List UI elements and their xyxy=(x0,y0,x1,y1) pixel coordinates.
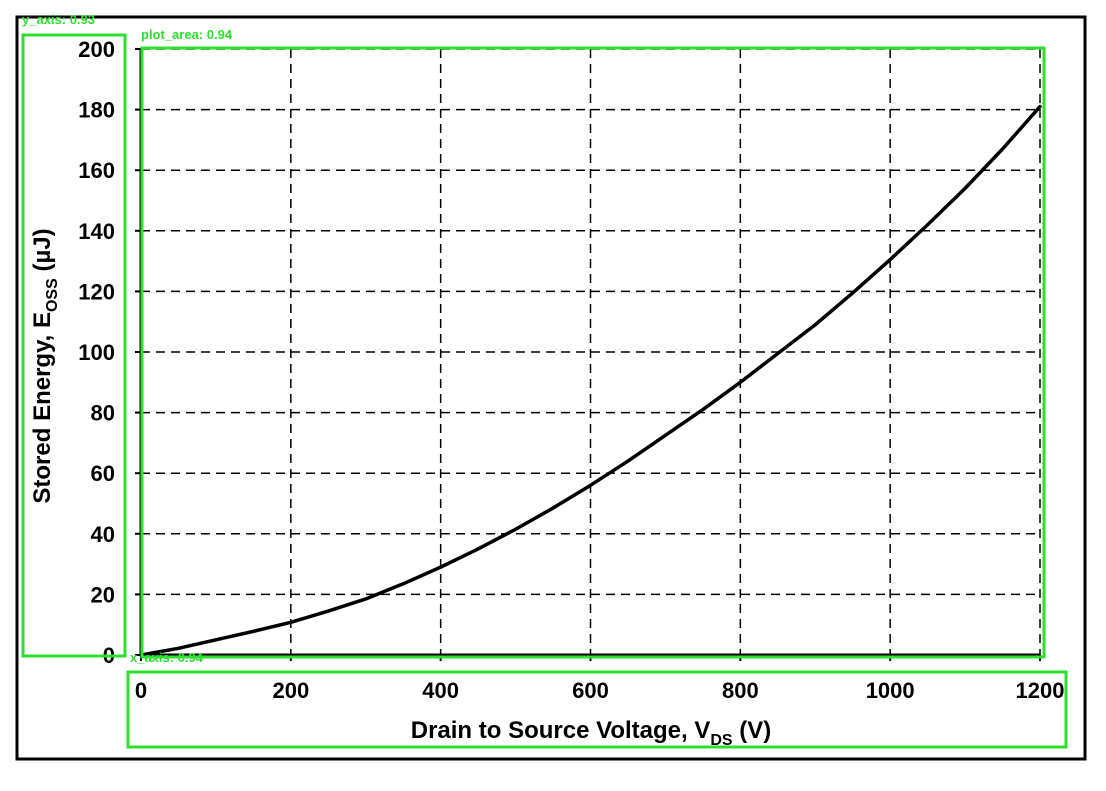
y-axis-box-label: y_axis: 0.93 xyxy=(22,12,95,27)
axes xyxy=(135,48,1041,661)
series-layer xyxy=(139,104,1042,657)
x-tick-label: 200 xyxy=(272,678,309,703)
x-axis-box xyxy=(126,670,1068,749)
plot-area-box-label: plot_area: 0.94 xyxy=(141,27,233,42)
x-tick-label: 0 xyxy=(135,678,147,703)
chart-frame xyxy=(15,15,1087,761)
detection-overlay: y_axis: 0.93 plot_area: 0.94 x_axis: 0.9… xyxy=(21,12,1068,749)
x-tick-label: 600 xyxy=(572,678,609,703)
y-axis-title: Stored Energy, EOSS (µJ) xyxy=(29,228,61,503)
x-tick-label: 800 xyxy=(722,678,759,703)
y-tick-label: 60 xyxy=(91,461,115,486)
y-tick-label: 80 xyxy=(91,401,115,426)
x-axis-title: Drain to Source Voltage, VDS (V) xyxy=(411,717,772,749)
plot-area-box xyxy=(140,46,1046,659)
y-tick-label: 200 xyxy=(78,37,115,62)
series-line xyxy=(139,104,1042,657)
x-tick-label: 400 xyxy=(422,678,459,703)
y-tick-label: 120 xyxy=(78,279,115,304)
y-tick-label: 40 xyxy=(91,522,115,547)
y-tick-label: 140 xyxy=(78,219,115,244)
y-tick-label: 20 xyxy=(91,582,115,607)
x-tick-label: 1000 xyxy=(866,678,915,703)
x-axis-box-label: x_axis: 0.94 xyxy=(130,650,204,665)
y-tick-label: 100 xyxy=(78,340,115,365)
grid xyxy=(141,48,1041,655)
y-tick-label: 180 xyxy=(78,98,115,123)
y-tick-label: 160 xyxy=(78,158,115,183)
y-axis-box xyxy=(21,33,127,658)
tick-labels: 0 200 400 600 800 1000 12000204060801001201401… xyxy=(78,37,1064,703)
x-tick-label: 1200 xyxy=(1016,678,1065,703)
